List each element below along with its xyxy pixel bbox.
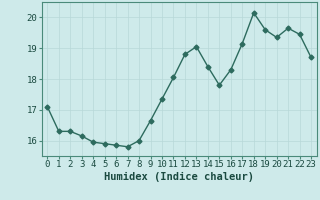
X-axis label: Humidex (Indice chaleur): Humidex (Indice chaleur): [104, 172, 254, 182]
